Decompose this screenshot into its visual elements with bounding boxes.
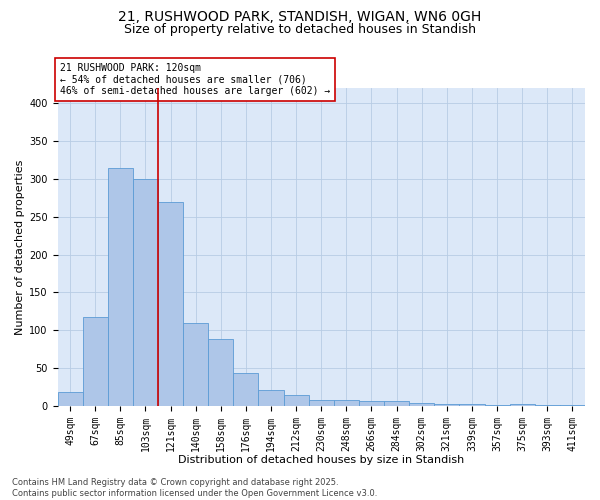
Bar [308, 400, 334, 406]
Bar [535, 405, 560, 406]
Bar [133, 179, 158, 406]
Bar [108, 168, 133, 406]
Text: 21, RUSHWOOD PARK, STANDISH, WIGAN, WN6 0GH: 21, RUSHWOOD PARK, STANDISH, WIGAN, WN6 … [118, 10, 482, 24]
Bar [208, 340, 233, 406]
Text: Contains HM Land Registry data © Crown copyright and database right 2025.
Contai: Contains HM Land Registry data © Crown c… [12, 478, 377, 498]
Bar [58, 392, 83, 406]
Bar [409, 403, 434, 406]
Bar [334, 400, 359, 406]
Bar [233, 372, 259, 406]
Bar [183, 322, 208, 406]
Bar [83, 316, 108, 406]
Y-axis label: Number of detached properties: Number of detached properties [15, 160, 25, 335]
X-axis label: Distribution of detached houses by size in Standish: Distribution of detached houses by size … [178, 455, 464, 465]
Bar [158, 202, 183, 406]
Bar [560, 405, 585, 406]
Bar [434, 404, 460, 406]
Bar [509, 404, 535, 406]
Text: 21 RUSHWOOD PARK: 120sqm
← 54% of detached houses are smaller (706)
46% of semi-: 21 RUSHWOOD PARK: 120sqm ← 54% of detach… [60, 63, 331, 96]
Text: Size of property relative to detached houses in Standish: Size of property relative to detached ho… [124, 22, 476, 36]
Bar [259, 390, 284, 406]
Bar [460, 404, 485, 406]
Bar [359, 400, 384, 406]
Bar [485, 405, 509, 406]
Bar [284, 394, 308, 406]
Bar [384, 402, 409, 406]
